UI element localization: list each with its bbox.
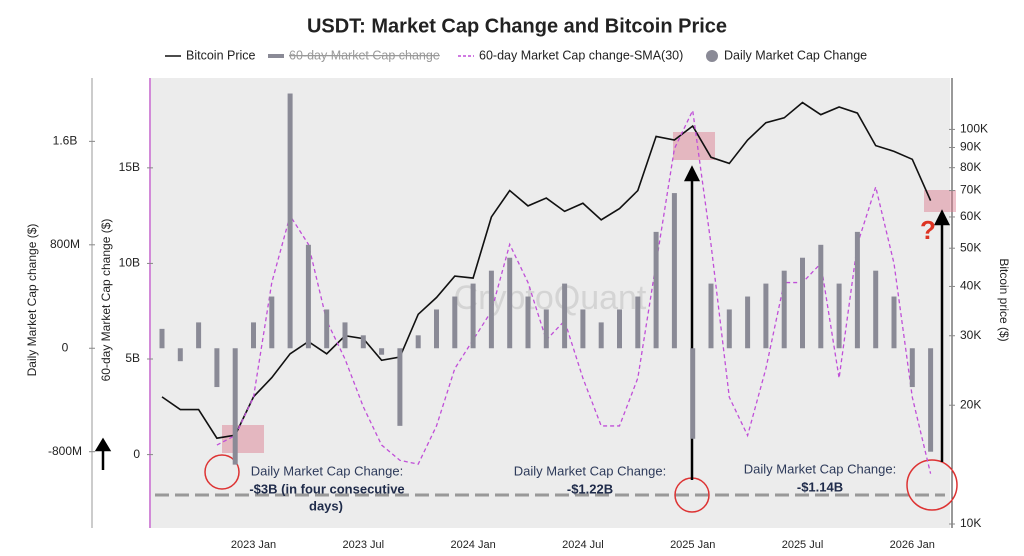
- y-tick-label: 15B: [119, 160, 140, 174]
- y-tick-label: 80K: [960, 160, 981, 174]
- bar: [708, 283, 714, 349]
- bar: [726, 309, 732, 349]
- legend-label[interactable]: Daily Market Cap Change: [724, 48, 867, 62]
- highlight: [924, 190, 956, 212]
- bar: [434, 309, 439, 349]
- bar: [488, 270, 494, 349]
- bar: [781, 270, 787, 349]
- y-tick-label: 70K: [960, 183, 981, 197]
- bar: [379, 348, 385, 355]
- annotation-label: Daily Market Cap Change:: [744, 461, 896, 476]
- bar: [763, 283, 769, 349]
- bar: [470, 283, 476, 349]
- bar: [397, 348, 403, 426]
- bar: [324, 309, 330, 349]
- bar: [452, 296, 458, 349]
- bar: [305, 244, 311, 349]
- sma-line: [216, 108, 932, 474]
- bar: [360, 335, 366, 349]
- x-tick-label: 2023 Jul: [343, 539, 385, 551]
- bar: [909, 348, 915, 388]
- y-tick-label: -800M: [48, 444, 82, 458]
- bar: [690, 348, 696, 439]
- bar: [232, 348, 238, 465]
- bar: [415, 335, 421, 349]
- highlight: [222, 425, 264, 453]
- bar: [653, 231, 659, 349]
- y-axis-title: 60-day Market Cap change ($): [99, 219, 113, 382]
- bar: [854, 231, 860, 349]
- y-tick-label: 0: [62, 340, 69, 354]
- bar: [800, 257, 805, 349]
- y-tick-label: 5B: [125, 351, 140, 365]
- y-tick-label: 10K: [960, 516, 981, 530]
- annotation-value: -$1.14B: [797, 479, 843, 494]
- y-tick-label: 10B: [119, 256, 140, 270]
- x-tick-label: 2025 Jul: [782, 539, 824, 551]
- annotation-value: days): [309, 498, 343, 513]
- bar: [287, 93, 293, 349]
- annotation-value: -$1.22B: [567, 481, 613, 496]
- bar: [177, 348, 183, 362]
- bar: [214, 348, 220, 388]
- y-tick-label: 60K: [960, 209, 981, 223]
- x-tick-label: 2026 Jan: [890, 539, 935, 551]
- y-tick-label: 0: [133, 447, 140, 461]
- legend-marker: [706, 50, 718, 62]
- legend-label[interactable]: Bitcoin Price: [186, 48, 256, 62]
- plot-background: [150, 78, 950, 528]
- y-tick-label: 90K: [960, 140, 981, 154]
- bar: [580, 309, 586, 349]
- bar: [928, 348, 934, 452]
- x-tick-label: 2025 Jan: [670, 539, 715, 551]
- legend-label[interactable]: 60-day Market Cap change: [289, 48, 440, 62]
- y-tick-label: 1.6B: [53, 134, 78, 148]
- bar: [159, 328, 165, 349]
- bar: [269, 296, 275, 349]
- bar: [818, 244, 824, 349]
- y-tick-label: 40K: [960, 279, 981, 293]
- price-line: [161, 101, 932, 440]
- annotation-label: Daily Market Cap Change:: [514, 463, 666, 478]
- y-tick-label: 20K: [960, 397, 981, 411]
- bar: [562, 283, 568, 349]
- x-tick-label: 2024 Jul: [562, 539, 604, 551]
- y-tick-label: 800M: [50, 237, 80, 251]
- y-axis-title: Daily Market Cap change ($): [25, 224, 39, 377]
- y-axis-title: Bitcoin price ($): [997, 258, 1011, 341]
- x-tick-label: 2024 Jan: [450, 539, 495, 551]
- bar: [891, 296, 897, 349]
- bar: [525, 296, 531, 349]
- bar: [598, 322, 604, 349]
- bar: [635, 296, 641, 349]
- circle: [204, 454, 240, 490]
- bar: [543, 309, 549, 349]
- bar: [507, 257, 513, 349]
- legend-label[interactable]: 60-day Market Cap change-SMA(30): [479, 48, 683, 62]
- annotation-label: Daily Market Cap Change:: [251, 463, 403, 478]
- chart-title: USDT: Market Cap Change and Bitcoin Pric…: [307, 15, 727, 37]
- bar: [836, 283, 842, 349]
- bar: [745, 296, 751, 349]
- y-tick-label: 50K: [960, 240, 981, 254]
- bar: [873, 270, 879, 349]
- y-tick-label: 100K: [960, 122, 988, 136]
- watermark: CryptoQuant: [454, 279, 647, 317]
- annotation-mark: ?: [920, 215, 936, 245]
- bar: [342, 322, 348, 349]
- bar: [251, 322, 256, 349]
- bar: [671, 193, 677, 349]
- circle: [906, 459, 958, 511]
- bar: [196, 322, 202, 349]
- x-tick-label: 2023 Jan: [231, 539, 276, 551]
- y-tick-label: 30K: [960, 328, 981, 342]
- annotation-value: -$3B (in four consecutive: [249, 481, 404, 496]
- bar: [617, 309, 622, 349]
